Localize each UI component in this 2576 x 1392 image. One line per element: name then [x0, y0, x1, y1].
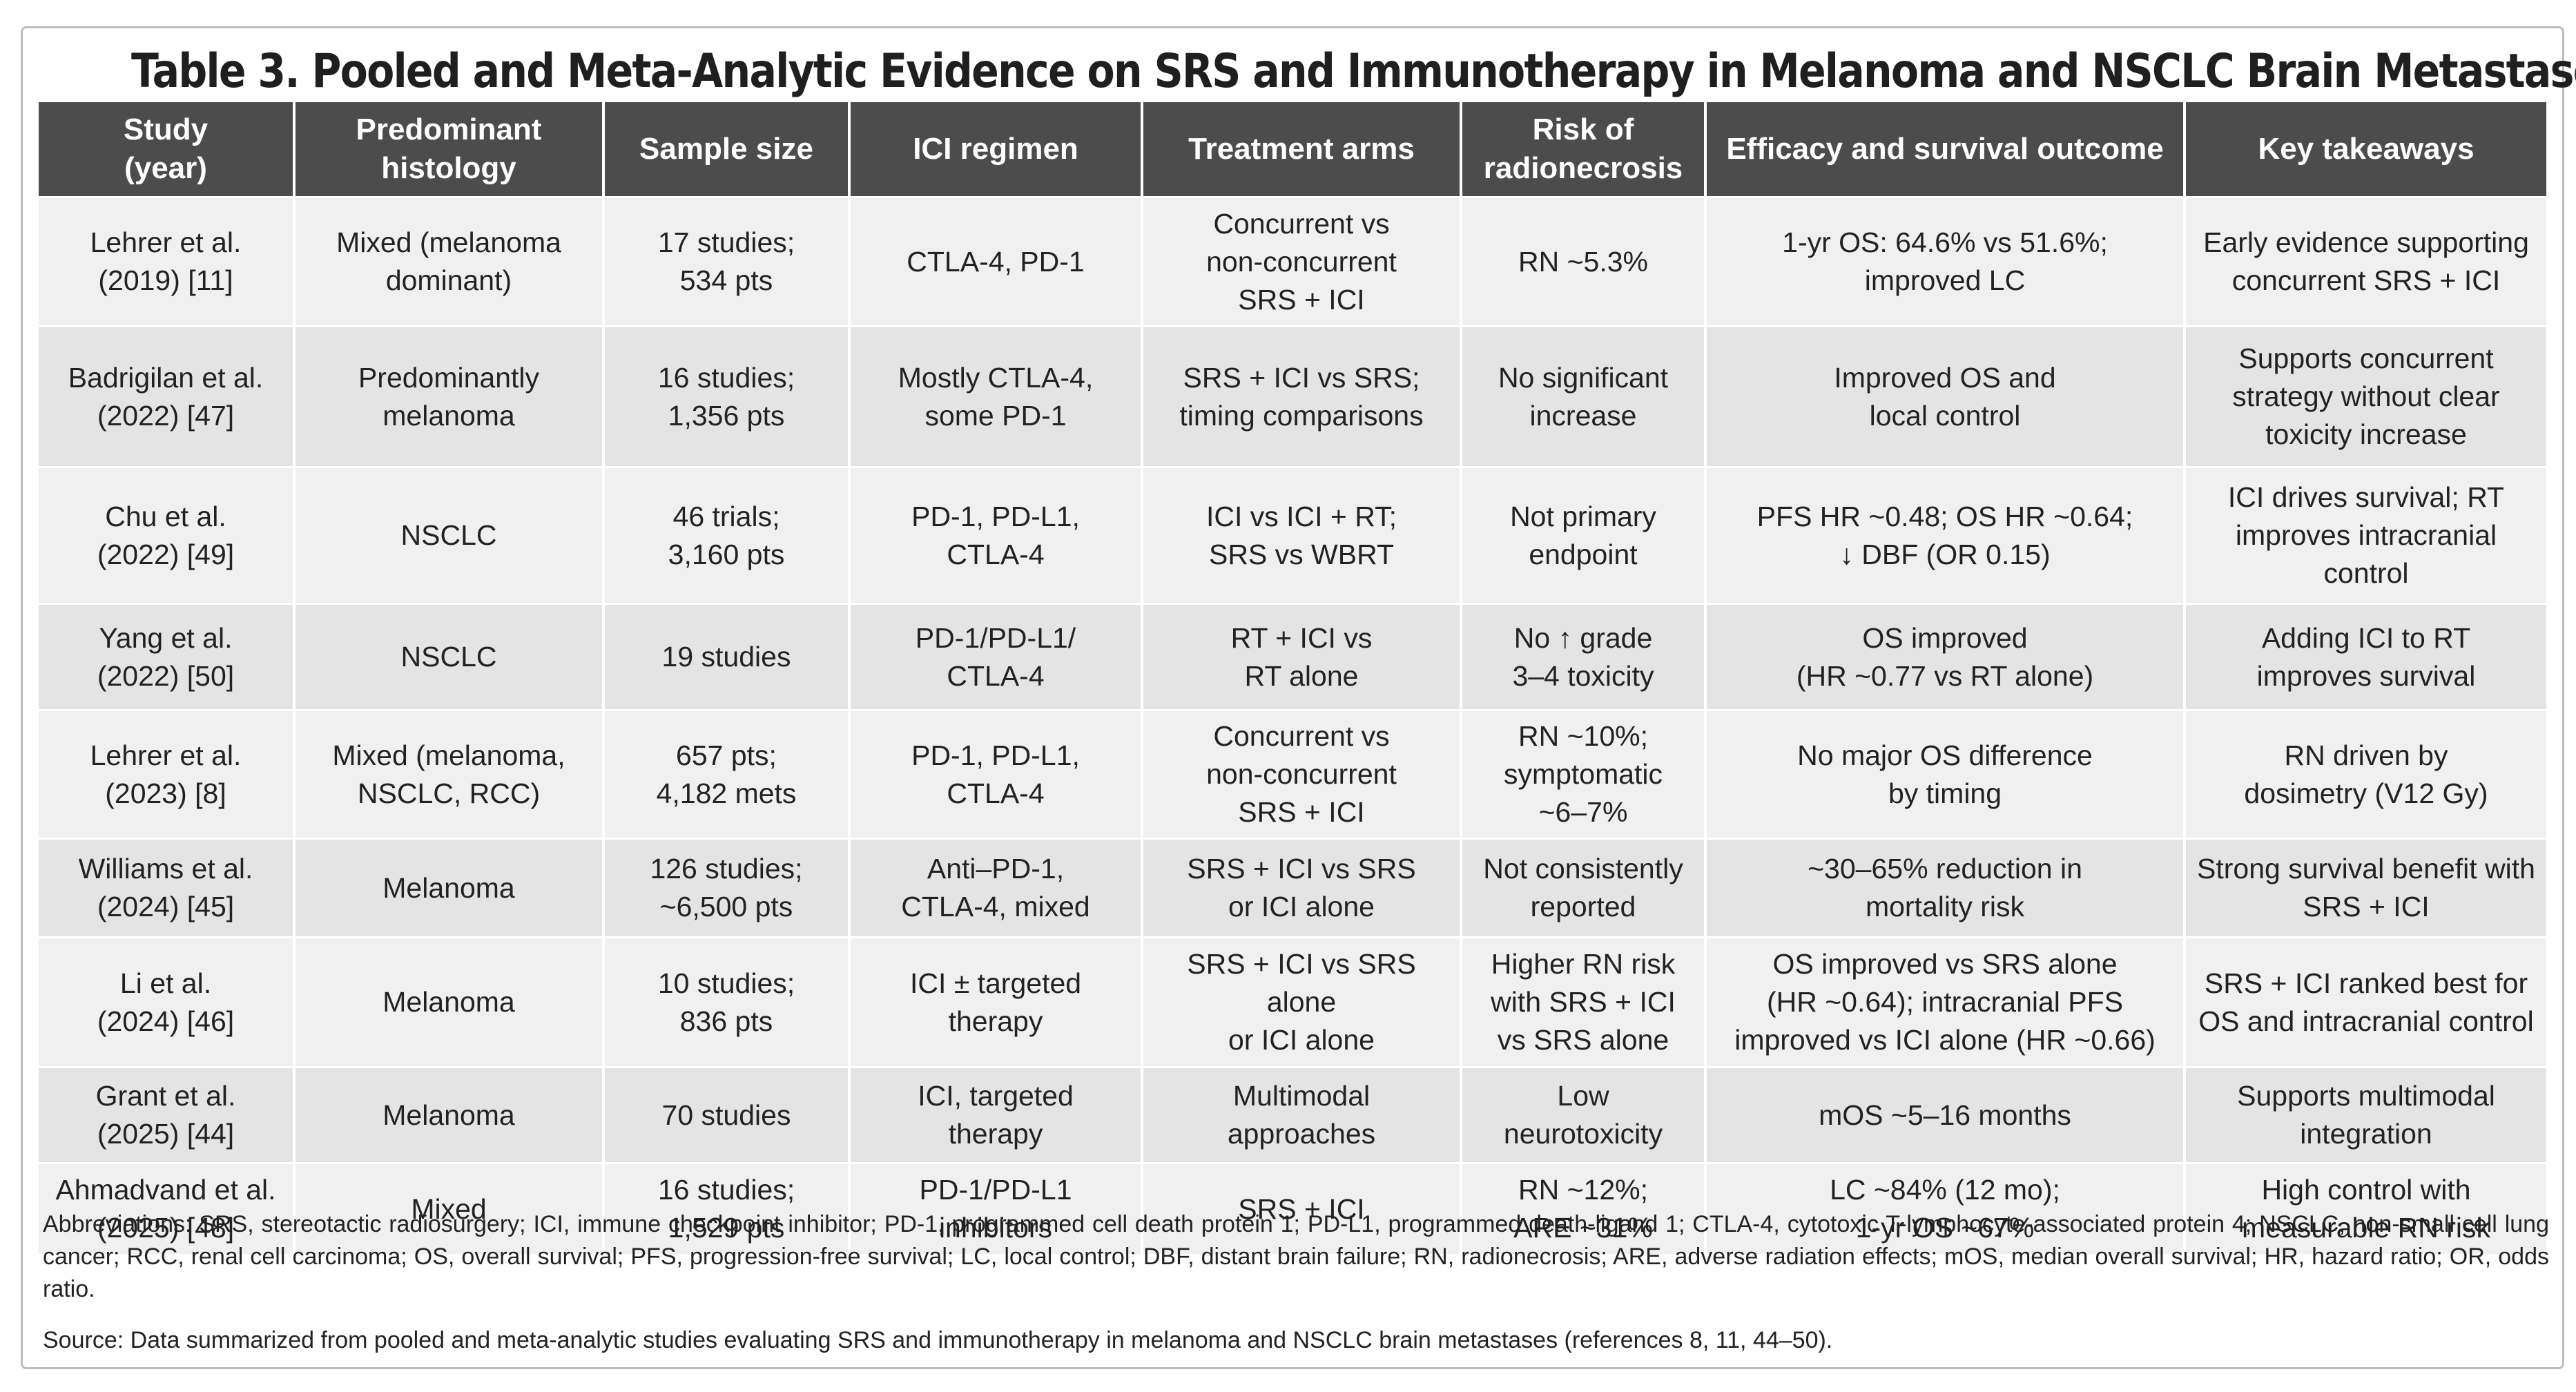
table-row: Badrigilan et al. (2022) [47] Predominan…	[36, 326, 2549, 467]
table-row: Chu et al. (2022) [49] NSCLC 46 trials; …	[36, 467, 2549, 604]
cell-takeaways: Strong survival benefit with SRS + ICI	[2183, 838, 2549, 938]
cell-sample-size: 19 studies	[602, 603, 851, 710]
cell-radionecrosis: RN ~12%; ARE ~31%	[1460, 1163, 1707, 1254]
cell-treatment-arms: SRS + ICI	[1141, 1163, 1462, 1254]
cell-radionecrosis: Not primary endpoint	[1460, 467, 1707, 604]
table-row: Grant et al. (2025) [44] Melanoma 70 stu…	[36, 1067, 2549, 1163]
cell-ici-regimen: ICI ± targeted therapy	[848, 937, 1143, 1067]
cell-sample-size: 70 studies	[602, 1067, 851, 1163]
table-row: Ahmadvand et al. (2025) [48] Mixed 16 st…	[36, 1163, 2549, 1254]
cell-sample-size: 17 studies; 534 pts	[602, 197, 851, 327]
header-study: Study (year)	[36, 102, 296, 197]
cell-sample-size: 16 studies; 1,356 pts	[602, 326, 851, 467]
table-row: Williams et al. (2024) [45] Melanoma 126…	[36, 838, 2549, 938]
cell-histology: Melanoma	[293, 1067, 605, 1163]
cell-study: Li et al. (2024) [46]	[36, 937, 296, 1067]
cell-takeaways: ICI drives survival; RT improves intracr…	[2183, 467, 2549, 604]
cell-histology: Mixed (melanoma dominant)	[293, 197, 605, 327]
cell-treatment-arms: Multimodal approaches	[1141, 1067, 1462, 1163]
cell-efficacy: PFS HR ~0.48; OS HR ~0.64; ↓ DBF (OR 0.1…	[1704, 467, 2186, 604]
cell-study: Yang et al. (2022) [50]	[36, 603, 296, 710]
header-efficacy: Efficacy and survival outcome	[1704, 102, 2186, 197]
cell-ici-regimen: PD-1, PD-L1, CTLA-4	[848, 467, 1143, 604]
cell-takeaways: Adding ICI to RT improves survival	[2183, 603, 2549, 710]
cell-study: Lehrer et al. (2019) [11]	[36, 197, 296, 327]
cell-histology: Mixed (melanoma, NSCLC, RCC)	[293, 710, 605, 839]
table-title: Table 3. Pooled and Meta-Analytic Eviden…	[131, 44, 2576, 99]
table-row: Lehrer et al. (2023) [8] Mixed (melanoma…	[36, 710, 2549, 839]
cell-treatment-arms: RT + ICI vs RT alone	[1141, 603, 1462, 710]
cell-radionecrosis: No ↑ grade 3–4 toxicity	[1460, 603, 1707, 710]
cell-efficacy: OS improved vs SRS alone (HR ~0.64); int…	[1704, 937, 2186, 1067]
abbreviations-note: Abbreviations: SRS, stereotactic radiosu…	[43, 1211, 2549, 1302]
cell-takeaways: Supports concurrent strategy without cle…	[2183, 326, 2549, 467]
cell-efficacy: mOS ~5–16 months	[1704, 1067, 2186, 1163]
cell-treatment-arms: ICI vs ICI + RT; SRS vs WBRT	[1141, 467, 1462, 604]
cell-histology: Predominantly melanoma	[293, 326, 605, 467]
cell-takeaways: High control with measurable RN risk	[2183, 1163, 2549, 1254]
cell-radionecrosis: Low neurotoxicity	[1460, 1067, 1707, 1163]
cell-efficacy: 1-yr OS: 64.6% vs 51.6%; improved LC	[1704, 197, 2186, 327]
cell-radionecrosis: RN ~5.3%	[1460, 197, 1707, 327]
cell-radionecrosis: Not consistently reported	[1460, 838, 1707, 938]
header-ici-regimen: ICI regimen	[848, 102, 1143, 197]
cell-treatment-arms: SRS + ICI vs SRS or ICI alone	[1141, 838, 1462, 938]
cell-takeaways: SRS + ICI ranked best for OS and intracr…	[2183, 937, 2549, 1067]
cell-histology: Melanoma	[293, 937, 605, 1067]
cell-ici-regimen: PD-1/PD-L1/ CTLA-4	[848, 603, 1143, 710]
cell-study: Lehrer et al. (2023) [8]	[36, 710, 296, 839]
cell-ici-regimen: PD-1, PD-L1, CTLA-4	[848, 710, 1143, 839]
cell-ici-regimen: Mostly CTLA-4, some PD-1	[848, 326, 1143, 467]
cell-takeaways: RN driven by dosimetry (V12 Gy)	[2183, 710, 2549, 839]
cell-ici-regimen: CTLA-4, PD-1	[848, 197, 1143, 327]
cell-ici-regimen: ICI, targeted therapy	[848, 1067, 1143, 1163]
cell-study: Ahmadvand et al. (2025) [48]	[36, 1163, 296, 1254]
cell-histology: Mixed	[293, 1163, 605, 1254]
cell-treatment-arms: Concurrent vs non-concurrent SRS + ICI	[1141, 710, 1462, 839]
header-histology: Predominant histology	[293, 102, 605, 197]
cell-study: Badrigilan et al. (2022) [47]	[36, 326, 296, 467]
cell-sample-size: 657 pts; 4,182 mets	[602, 710, 851, 839]
source-note: Source: Data summarized from pooled and …	[43, 1327, 1833, 1353]
cell-histology: Melanoma	[293, 838, 605, 938]
evidence-table: Study (year) Predominant histology Sampl…	[36, 102, 2549, 1254]
cell-takeaways: Supports multimodal integration	[2183, 1067, 2549, 1163]
cell-study: Grant et al. (2025) [44]	[36, 1067, 296, 1163]
cell-radionecrosis: RN ~10%; symptomatic ~6–7%	[1460, 710, 1707, 839]
cell-efficacy: Improved OS and local control	[1704, 326, 2186, 467]
header-treatment-arms: Treatment arms	[1141, 102, 1462, 197]
cell-ici-regimen: Anti–PD-1, CTLA-4, mixed	[848, 838, 1143, 938]
cell-histology: NSCLC	[293, 467, 605, 604]
table-row: Yang et al. (2022) [50] NSCLC 19 studies…	[36, 603, 2549, 710]
cell-ici-regimen: PD-1/PD-L1 inhibitors	[848, 1163, 1143, 1254]
cell-efficacy: OS improved (HR ~0.77 vs RT alone)	[1704, 603, 2186, 710]
table-row: Li et al. (2024) [46] Melanoma 10 studie…	[36, 937, 2549, 1067]
cell-treatment-arms: Concurrent vs non-concurrent SRS + ICI	[1141, 197, 1462, 327]
cell-efficacy: LC ~84% (12 mo); 1-yr OS ~67%	[1704, 1163, 2186, 1254]
cell-treatment-arms: SRS + ICI vs SRS; timing comparisons	[1141, 326, 1462, 467]
header-sample-size: Sample size	[602, 102, 851, 197]
cell-radionecrosis: Higher RN risk with SRS + ICI vs SRS alo…	[1460, 937, 1707, 1067]
cell-sample-size: 46 trials; 3,160 pts	[602, 467, 851, 604]
cell-sample-size: 10 studies; 836 pts	[602, 937, 851, 1067]
header-takeaways: Key takeaways	[2183, 102, 2549, 197]
cell-efficacy: No major OS difference by timing	[1704, 710, 2186, 839]
table-row: Lehrer et al. (2019) [11] Mixed (melanom…	[36, 197, 2549, 327]
cell-histology: NSCLC	[293, 603, 605, 710]
cell-treatment-arms: SRS + ICI vs SRS alone or ICI alone	[1141, 937, 1462, 1067]
header-radionecrosis: Risk of radionecrosis	[1460, 102, 1707, 197]
cell-sample-size: 126 studies; ~6,500 pts	[602, 838, 851, 938]
header-row: Study (year) Predominant histology Sampl…	[36, 102, 2549, 197]
cell-study: Williams et al. (2024) [45]	[36, 838, 296, 938]
cell-sample-size: 16 studies; 1,529 pts	[602, 1163, 851, 1254]
cell-takeaways: Early evidence supporting concurrent SRS…	[2183, 197, 2549, 327]
cell-efficacy: ~30–65% reduction in mortality risk	[1704, 838, 2186, 938]
cell-study: Chu et al. (2022) [49]	[36, 467, 296, 604]
cell-radionecrosis: No significant increase	[1460, 326, 1707, 467]
